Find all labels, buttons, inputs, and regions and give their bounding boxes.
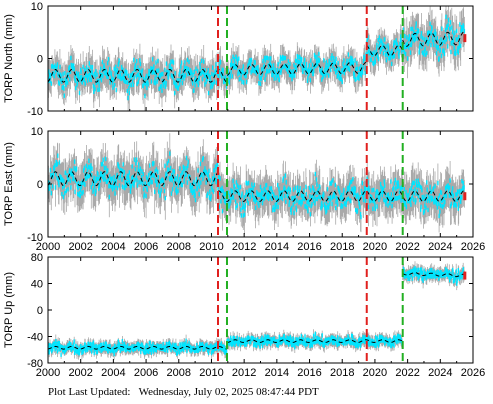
x-tick-label: 2000 <box>36 367 60 379</box>
x-tick-label: 2018 <box>330 367 354 379</box>
x-tick-label: 2016 <box>297 367 321 379</box>
x-tick-label: 2020 <box>363 241 387 253</box>
x-tick-label: 2022 <box>395 241 419 253</box>
data-points-seg-0 <box>48 55 228 101</box>
plot-area <box>48 261 467 360</box>
y-tick-label: -40 <box>27 332 43 344</box>
x-tick-label: 2002 <box>68 241 92 253</box>
data-points-seg-1 <box>217 171 367 220</box>
y-tick-label: 80 <box>31 252 43 264</box>
x-tick-label: 2024 <box>428 241 452 253</box>
y-axis-title: TORP North (mm) <box>3 14 15 103</box>
model-line-seg-0 <box>48 171 218 187</box>
panel-2: 2000 2002 2004 2006 2008 2010 2012 2014 2016 2018… <box>3 126 485 253</box>
panel-3: 2000 2002 2004 2006 2008 2010 2012 2014 2016 2018… <box>3 252 485 379</box>
y-axis-title: TORP East (mm) <box>3 142 15 226</box>
x-tick-label: 2008 <box>167 241 191 253</box>
model-line-seg-2 <box>402 272 465 278</box>
x-tick-label: 2026 <box>461 241 485 253</box>
x-tick-label: 2006 <box>134 241 158 253</box>
x-tick-label: 2024 <box>428 367 452 379</box>
x-tick-label: 2018 <box>330 241 354 253</box>
y-tick-label: 10 <box>31 1 43 13</box>
y-tick-label: 0 <box>37 305 43 317</box>
x-tick-label: 2014 <box>265 241 289 253</box>
last-updated-footer: Plot Last Updated: Wednesday, July 02, 2… <box>48 386 319 398</box>
x-tick-label: 2014 <box>265 367 289 379</box>
latest-point-marker <box>463 192 467 201</box>
x-tick-label: 2012 <box>232 367 256 379</box>
y-tick-label: 0 <box>37 54 43 66</box>
x-tick-label: 2010 <box>199 241 223 253</box>
y-tick-label: -80 <box>27 358 43 370</box>
x-tick-label: 2012 <box>232 241 256 253</box>
x-tick-label: 2022 <box>395 367 419 379</box>
y-axis-title: TORP Up (mm) <box>3 272 15 348</box>
x-tick-label: 2016 <box>297 241 321 253</box>
y-tick-label: -10 <box>27 232 43 244</box>
latest-point-marker <box>463 34 467 43</box>
x-tick-label: 2026 <box>461 367 485 379</box>
error-bars-seg-3 <box>402 6 465 79</box>
x-tick-label: 2020 <box>363 367 387 379</box>
x-tick-label: 2004 <box>101 367 125 379</box>
y-tick-label: 10 <box>31 126 43 138</box>
model-line-seg-0 <box>48 68 227 83</box>
model-line-seg-1 <box>226 339 403 344</box>
x-tick-label: 2006 <box>134 367 158 379</box>
x-tick-label: 2008 <box>167 367 191 379</box>
latest-point-marker <box>463 271 467 280</box>
last-updated-label: Plot Last Updated: <box>48 386 131 398</box>
panel-1: -10 0 10 TORP North (mm) <box>3 1 474 118</box>
model-line-seg-0 <box>48 345 227 350</box>
x-tick-label: 2010 <box>199 367 223 379</box>
y-tick-label: 0 <box>37 179 43 191</box>
x-tick-label: 2002 <box>68 367 92 379</box>
y-tick-label: -10 <box>27 106 43 118</box>
y-tick-label: 40 <box>31 279 43 291</box>
x-tick-label: 2000 <box>36 241 60 253</box>
x-tick-label: 2004 <box>101 241 125 253</box>
last-updated-value: Wednesday, July 02, 2025 08:47:44 PDT <box>138 386 319 398</box>
model-line-seg-3 <box>402 31 465 47</box>
plot-area <box>48 133 467 234</box>
model-line-seg-2 <box>366 44 403 57</box>
